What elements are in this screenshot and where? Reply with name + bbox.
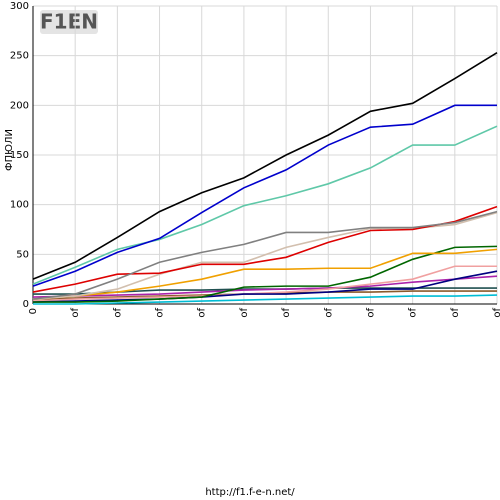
- x-tick-label: 0: [28, 308, 39, 314]
- x-tick-label: of: [492, 308, 500, 318]
- series-line: [32, 104, 497, 287]
- y-tick-label: 100: [10, 200, 29, 211]
- x-tick-label: of: [197, 308, 208, 318]
- series-line: [32, 210, 498, 300]
- y-tick-label: 0: [23, 299, 29, 310]
- y-tick-label: 250: [10, 51, 29, 62]
- x-tick-label: of: [112, 308, 123, 318]
- series-line: [32, 52, 498, 280]
- footer-url: http://f1.f-e-n.net/: [205, 487, 295, 498]
- x-tick-label: of: [70, 308, 81, 318]
- series-line: [32, 125, 498, 285]
- logo-bg: [40, 10, 98, 34]
- series-line: [32, 275, 498, 298]
- series-line: [32, 265, 497, 302]
- x-tick-label: of: [408, 308, 419, 318]
- x-tick-label: of: [281, 308, 292, 318]
- x-tick-label: of: [323, 308, 334, 318]
- x-tick-label: of: [450, 308, 461, 318]
- y-tick-label: 300: [10, 1, 29, 12]
- y-tick-label: 50: [16, 249, 29, 260]
- x-tick-label: of: [365, 308, 376, 318]
- logo: F1EN: [40, 10, 98, 34]
- series-line: [32, 205, 498, 293]
- series-line: [32, 248, 498, 300]
- y-tick-label: 200: [10, 100, 29, 111]
- x-tick-label: of: [155, 308, 166, 318]
- series-line: [33, 294, 498, 305]
- y-tick-label: 150: [10, 150, 29, 161]
- series-line: [32, 270, 498, 303]
- y-axis-title: ФПЮЛИ: [4, 129, 15, 171]
- series-line: [33, 245, 498, 303]
- x-tick-label: of: [239, 308, 250, 318]
